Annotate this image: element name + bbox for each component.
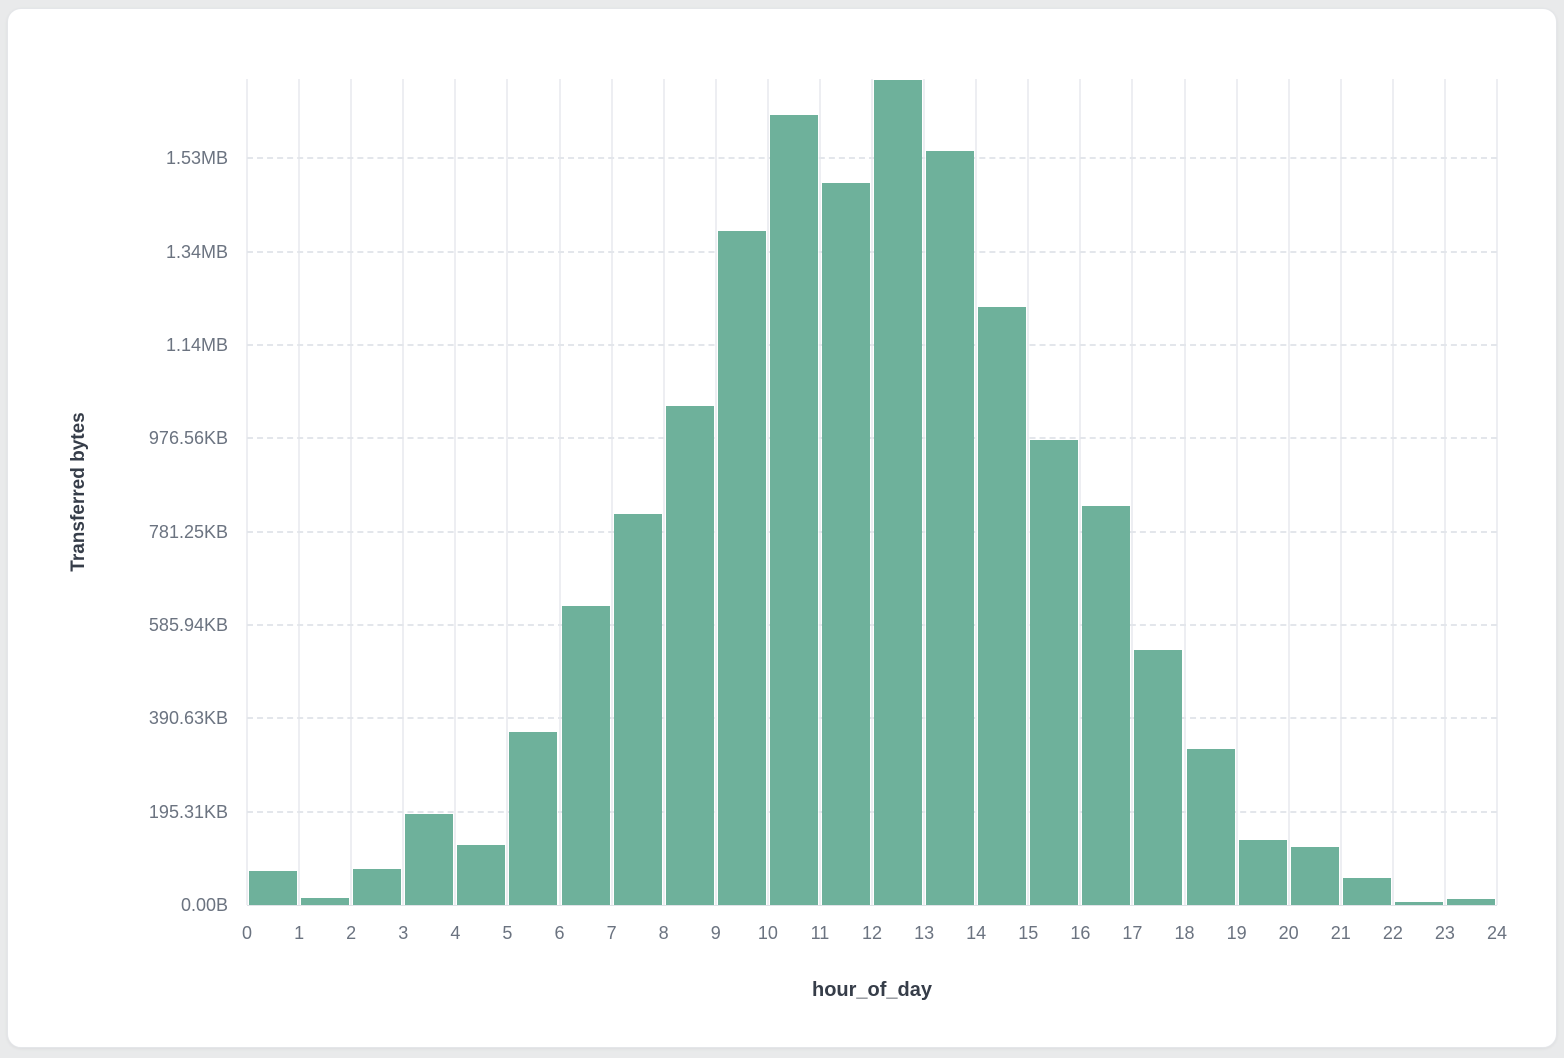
x-tick-label-17: 17 — [1122, 923, 1143, 943]
x-tick-label-20: 20 — [1278, 923, 1299, 943]
y-tick-label-390.63KB: 390.63KB — [148, 708, 228, 729]
x-tick-label-14: 14 — [966, 923, 987, 943]
x-tick-label-3: 3 — [398, 923, 409, 943]
x-tick-label-5: 5 — [502, 923, 513, 943]
vertical-gridline-21 — [1339, 79, 1342, 905]
y-tick-label-195.31KB: 195.31KB — [148, 801, 228, 822]
bar-hour-11[interactable] — [821, 183, 870, 905]
horizontal-gridline-195.31KB — [247, 810, 1497, 813]
x-axis-title: hour_of_day — [811, 979, 933, 1001]
y-tick-label-976.56KB: 976.56KB — [148, 428, 228, 449]
x-tick-label-7: 7 — [606, 923, 617, 943]
bar-hour-23[interactable] — [1446, 898, 1495, 905]
x-tick-label-16: 16 — [1070, 923, 1091, 943]
x-axis-tick-labels: 0 1 2 3 4 5 6 7 8 9 10 11 12 13 14 15 16 17 18 19 20 21 22 23 24 — [242, 920, 1507, 946]
x-tick-label-21: 21 — [1330, 923, 1351, 943]
x-tick-label-4: 4 — [450, 923, 461, 943]
bar-hour-15[interactable] — [1030, 439, 1079, 905]
vertical-gridline-11 — [818, 79, 821, 905]
vertical-gridline-23 — [1443, 79, 1446, 905]
y-axis-title: Transferred bytes — [68, 412, 89, 572]
y-tick-label-1.53MB: 1.53MB — [165, 148, 228, 169]
x-tick-label-23: 23 — [1434, 923, 1455, 943]
horizontal-gridline-1.53MB — [247, 157, 1497, 160]
bar-hour-14[interactable] — [978, 306, 1027, 905]
vertical-gridline-6 — [558, 79, 561, 905]
x-tick-label-22: 22 — [1382, 923, 1403, 943]
vertical-gridline-22 — [1391, 79, 1394, 905]
bar-hour-2[interactable] — [353, 868, 402, 905]
x-tick-label-9: 9 — [710, 923, 721, 943]
y-axis-tick-labels: 0.00B 195.31KB 390.63KB 585.94KB 781.25KB 976… — [8, 79, 228, 915]
vertical-gridline-18 — [1183, 79, 1186, 905]
x-tick-label-12: 12 — [861, 923, 883, 943]
horizontal-gridline-585.94KB — [247, 624, 1497, 626]
bar-hour-17[interactable] — [1134, 650, 1183, 905]
vertical-gridline-20 — [1287, 79, 1290, 905]
bar-hour-0[interactable] — [249, 871, 298, 905]
x-tick-label-0: 0 — [241, 923, 252, 943]
horizontal-gridline-1.34MB — [247, 250, 1497, 253]
x-tick-label-1: 1 — [294, 923, 305, 943]
bar-hour-21[interactable] — [1342, 878, 1391, 905]
bar-hour-16[interactable] — [1082, 505, 1131, 905]
y-tick-label-1.34MB: 1.34MB — [165, 241, 228, 262]
vertical-gridline-2 — [350, 79, 353, 905]
bar-hour-5[interactable] — [509, 732, 558, 905]
bar-hour-8[interactable] — [665, 406, 714, 905]
y-tick-label-781.25KB: 781.25KB — [148, 521, 228, 542]
chart-card: 0.00B 195.31KB 390.63KB 585.94KB 781.25KB 976… — [7, 8, 1557, 1048]
horizontal-gridline-1.14MB — [247, 344, 1497, 346]
bar-hour-18[interactable] — [1186, 749, 1235, 905]
y-tick-label-0.00B: 0.00B — [180, 895, 228, 915]
y-tick-label-1.14MB: 1.14MB — [165, 335, 228, 355]
horizontal-gridline-390.63KB — [247, 717, 1497, 720]
vertical-gridline-1 — [298, 79, 301, 905]
x-tick-label-8: 8 — [658, 923, 669, 943]
x-axis-baseline — [247, 905, 1497, 906]
vertical-gridline-8 — [662, 79, 665, 905]
x-tick-label-13: 13 — [914, 923, 935, 943]
vertical-gridline-19 — [1235, 79, 1238, 905]
bar-hour-20[interactable] — [1290, 846, 1339, 905]
bar-hour-19[interactable] — [1238, 839, 1287, 905]
horizontal-gridline-781.25KB — [247, 530, 1497, 533]
bar-hour-22[interactable] — [1394, 902, 1443, 905]
bar-hour-13[interactable] — [926, 151, 975, 905]
y-tick-label-585.94KB: 585.94KB — [148, 615, 228, 635]
bar-hour-3[interactable] — [405, 813, 454, 905]
x-tick-label-6: 6 — [554, 923, 565, 943]
vertical-gridline-17 — [1131, 79, 1134, 905]
bar-hour-9[interactable] — [717, 231, 766, 905]
vertical-gridline-16 — [1079, 79, 1082, 905]
bar-hour-7[interactable] — [613, 513, 662, 905]
bar-hour-1[interactable] — [301, 898, 350, 905]
vertical-gridline-4 — [454, 79, 457, 905]
vertical-gridline-5 — [506, 79, 509, 905]
x-tick-label-18: 18 — [1174, 923, 1195, 943]
bar-hour-10[interactable] — [769, 115, 818, 905]
vertical-gridline-15 — [1027, 79, 1030, 905]
horizontal-gridline-976.56KB — [247, 437, 1497, 440]
x-tick-label-19: 19 — [1226, 923, 1247, 943]
vertical-gridline-12 — [871, 79, 873, 905]
x-tick-label-11: 11 — [810, 923, 830, 943]
vertical-gridline-24 — [1496, 79, 1498, 905]
x-tick-label-24: 24 — [1486, 923, 1508, 943]
vertical-gridline-14 — [975, 79, 978, 905]
x-tick-label-15: 15 — [1018, 923, 1039, 943]
bar-hour-4[interactable] — [457, 845, 506, 905]
bar-hour-12[interactable] — [874, 79, 923, 905]
vertical-gridline-7 — [610, 79, 613, 905]
plot-area — [246, 79, 1498, 906]
vertical-gridline-9 — [714, 79, 717, 905]
x-tick-label-2: 2 — [346, 923, 357, 943]
vertical-gridline-13 — [923, 79, 926, 905]
bar-hour-6[interactable] — [561, 606, 610, 905]
x-tick-label-10: 10 — [757, 923, 778, 943]
vertical-gridline-0 — [246, 79, 248, 905]
vertical-gridline-3 — [402, 79, 405, 905]
vertical-gridline-10 — [766, 79, 769, 905]
